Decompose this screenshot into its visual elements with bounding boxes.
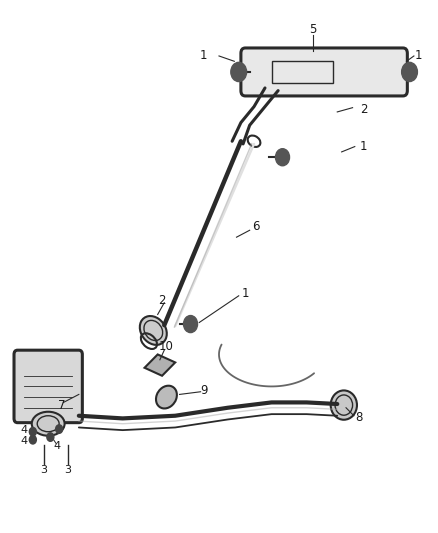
Text: 2: 2 (360, 103, 367, 116)
Circle shape (402, 62, 417, 82)
Ellipse shape (156, 386, 177, 408)
Circle shape (47, 433, 54, 441)
Circle shape (29, 435, 36, 444)
Text: 4: 4 (53, 441, 60, 451)
Ellipse shape (331, 390, 357, 420)
Ellipse shape (140, 316, 167, 345)
Ellipse shape (32, 411, 65, 436)
Text: 4: 4 (21, 437, 28, 446)
Text: 2: 2 (158, 294, 166, 306)
Circle shape (29, 427, 36, 436)
Circle shape (56, 425, 63, 433)
FancyBboxPatch shape (14, 350, 82, 423)
Text: 8: 8 (356, 411, 363, 424)
Polygon shape (145, 354, 175, 376)
Text: 1: 1 (414, 50, 422, 62)
Text: 3: 3 (40, 465, 47, 475)
Text: 1: 1 (241, 287, 249, 300)
Text: 5: 5 (310, 23, 317, 36)
Text: 4: 4 (21, 425, 28, 435)
Text: 6: 6 (252, 220, 260, 233)
Circle shape (231, 62, 247, 82)
Circle shape (184, 316, 198, 333)
Circle shape (276, 149, 290, 166)
Text: 10: 10 (159, 340, 174, 353)
Text: 1: 1 (360, 140, 367, 153)
FancyBboxPatch shape (241, 48, 407, 96)
Text: 7: 7 (57, 399, 65, 411)
Text: 9: 9 (200, 384, 208, 397)
Bar (272, 61, 333, 83)
Text: 1: 1 (200, 50, 208, 62)
Text: 3: 3 (64, 465, 71, 475)
